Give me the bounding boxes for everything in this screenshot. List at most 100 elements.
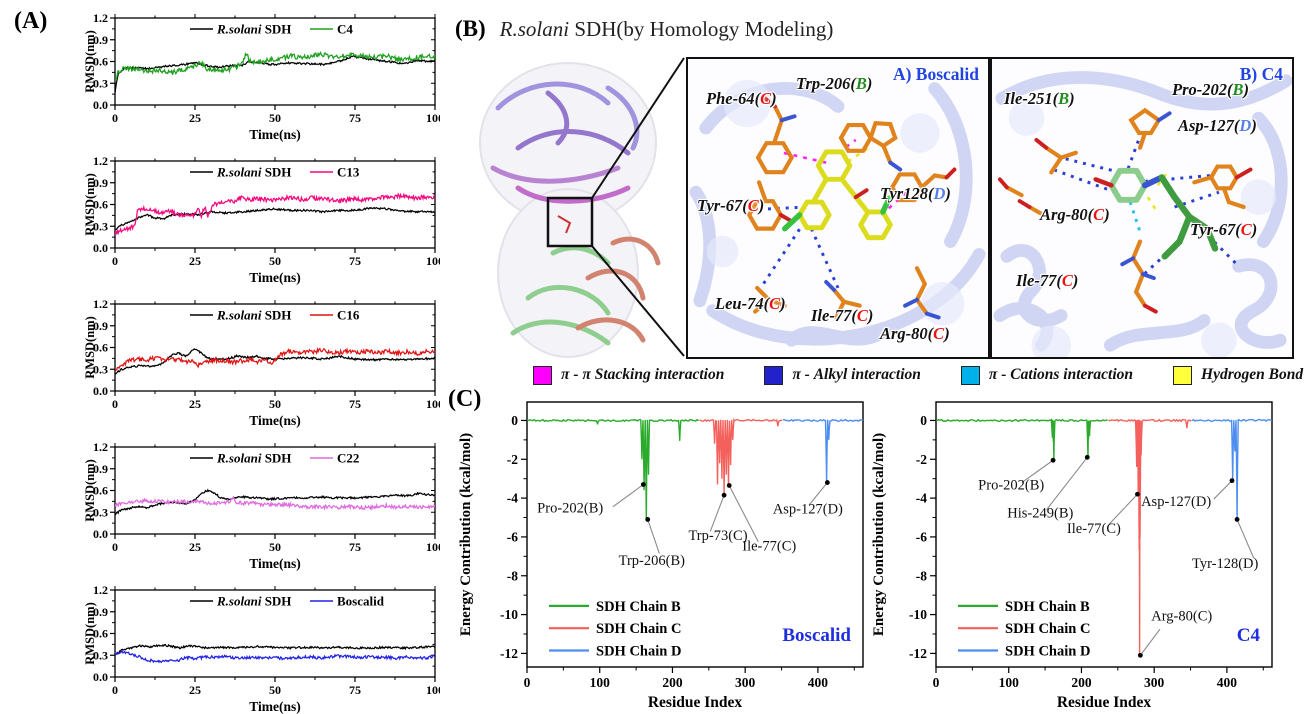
plot-frame	[935, 401, 1273, 668]
annotation-line	[1046, 456, 1088, 511]
interaction-legend: π - π Stacking interaction π - Alkyl int…	[533, 361, 1305, 389]
pi-alkyl-label: π - Alkyl interaction	[792, 366, 921, 383]
annotation-label: Trp-206(B)	[619, 553, 686, 569]
y-axis-title: RMSD(nm)	[83, 316, 97, 379]
y-tick-label: 0.9	[93, 462, 108, 476]
residue-label: Arg-80(C)	[1040, 205, 1110, 225]
y-tick-label: 1.2	[93, 154, 108, 168]
x-tick-label: 0	[933, 675, 940, 690]
residue-label: Ile-77(C)	[811, 306, 874, 326]
x-tick-label: 0	[112, 111, 118, 125]
panel-b-header: (B) R.solani SDH(by Homology Modeling)	[455, 16, 833, 42]
x-tick-label: 0	[112, 397, 118, 411]
panel-c-label: (C)	[448, 386, 482, 412]
x-tick-label: 75	[349, 540, 361, 554]
x-tick-label: 300	[735, 675, 756, 690]
annotation-line	[1139, 628, 1161, 656]
x-tick-label: 25	[189, 540, 201, 554]
annotation-label: Pro-202(B)	[537, 501, 603, 517]
plot-frame	[526, 401, 864, 668]
annotation-label: Pro-202(B)	[978, 477, 1044, 493]
y-tick-label: 0.3	[93, 648, 108, 662]
x-axis-title: Time(ns)	[249, 699, 301, 714]
y-tick-label: 1.2	[93, 297, 108, 311]
y-axis-title: RMSD(nm)	[83, 173, 97, 236]
y-tick-label: 0.6	[93, 627, 108, 641]
series-0	[115, 206, 435, 231]
series-0	[115, 54, 435, 93]
annotation-label: Ile-77(C)	[742, 539, 796, 555]
legend-item-pi-alkyl: π - Alkyl interaction	[764, 365, 921, 385]
annotation-line	[1213, 480, 1233, 500]
y-tick-label: 0.9	[93, 33, 108, 47]
annotation-label: Ile-77(C)	[1067, 521, 1121, 537]
legend-label-ligand: C16	[337, 308, 360, 323]
legend-label-ligand: C13	[337, 165, 360, 180]
pi-alkyl-swatch	[764, 365, 784, 385]
annotation-label: His-249(B)	[1007, 506, 1073, 522]
y-tick-label: 1.2	[93, 440, 108, 454]
legend-label-ligand: C22	[337, 451, 359, 466]
y-tick-label: 0.9	[93, 319, 108, 333]
y-tick-label: -2	[507, 452, 518, 467]
binding-site-art-boscalid	[689, 79, 986, 347]
x-axis-title: Time(ns)	[249, 270, 301, 285]
corner-label: C4	[1237, 625, 1261, 646]
chain-legend-label-2: SDH Chain D	[596, 643, 681, 659]
y-tick-label: -6	[916, 529, 927, 544]
series-1	[115, 649, 435, 664]
x-tick-label: 75	[349, 683, 361, 697]
chain-legend-label-1: SDH Chain C	[1005, 621, 1090, 637]
x-tick-label: 25	[189, 111, 201, 125]
y-tick-label: -8	[507, 568, 518, 583]
y-tick-label: 0	[511, 413, 518, 428]
y-tick-label: 0.9	[93, 176, 108, 190]
residue-label: Phe-64(C)	[706, 88, 777, 108]
legend-item-hbond: Hydrogen Bond	[1173, 365, 1303, 385]
chain-legend-label-2: SDH Chain D	[1005, 643, 1090, 659]
y-tick-label: 0.0	[93, 527, 108, 541]
annotation-label: Trp-73(C)	[688, 528, 747, 544]
residue-label: Asp-127(D)	[1178, 115, 1257, 135]
panel-a-label: (A)	[14, 8, 48, 34]
x-tick-label: 75	[349, 254, 361, 268]
y-tick-label: 0.6	[93, 341, 108, 355]
y-axis-title: RMSD(nm)	[83, 30, 97, 93]
x-tick-label: 300	[1144, 675, 1165, 690]
annotation-label: Arg-80(C)	[1151, 608, 1212, 624]
x-axis-title: Time(ns)	[249, 127, 301, 142]
legend-label-ligand: Boscalid	[337, 594, 385, 609]
y-tick-label: 0.6	[93, 484, 108, 498]
binding-site-box-boscalid: A) Boscalid	[686, 57, 990, 359]
residue-label: Ile-77(C)	[1016, 270, 1079, 290]
x-tick-label: 100	[426, 683, 440, 697]
annotation-dot	[726, 483, 732, 488]
annotation-line	[1108, 493, 1138, 525]
legend-label-ref: R.solani SDH	[216, 451, 291, 466]
pi-cations-label: π - Cations interaction	[988, 366, 1134, 383]
binding-site-art-c4	[993, 71, 1292, 357]
x-axis-title: Residue Index	[648, 694, 743, 711]
protein-overview-art	[479, 57, 685, 358]
y-axis-title: RMSD(nm)	[83, 602, 97, 665]
residue-label: Ile-251(B)	[1004, 88, 1075, 108]
annotation-dot	[640, 482, 646, 487]
y-tick-label: -6	[507, 529, 518, 544]
y-tick-label: 0.6	[93, 198, 108, 212]
x-tick-label: 0	[112, 683, 118, 697]
binding-site-marker	[546, 196, 594, 248]
y-axis-title: Energy Contribution (kcal/mol)	[458, 433, 474, 636]
x-tick-label: 25	[189, 397, 201, 411]
y-tick-label: 0	[920, 413, 927, 428]
rmsd-chart-boscalid: 0.0 0.3 0.6 0.9 1.2 0 25 50 75 100 RMSD(nm) Time(ns…	[83, 583, 440, 714]
annotation-dot	[824, 480, 830, 485]
series-1	[115, 192, 435, 236]
annotation-label: Asp-127(D)	[773, 502, 843, 518]
y-tick-label: 0.0	[93, 241, 108, 255]
x-tick-label: 50	[269, 397, 281, 411]
legend-label-ref: R.solani SDH	[216, 22, 291, 37]
series-2	[1191, 418, 1273, 520]
series-1	[115, 495, 435, 512]
x-axis-title: Time(ns)	[249, 413, 301, 428]
x-axis-title: Time(ns)	[249, 556, 301, 571]
